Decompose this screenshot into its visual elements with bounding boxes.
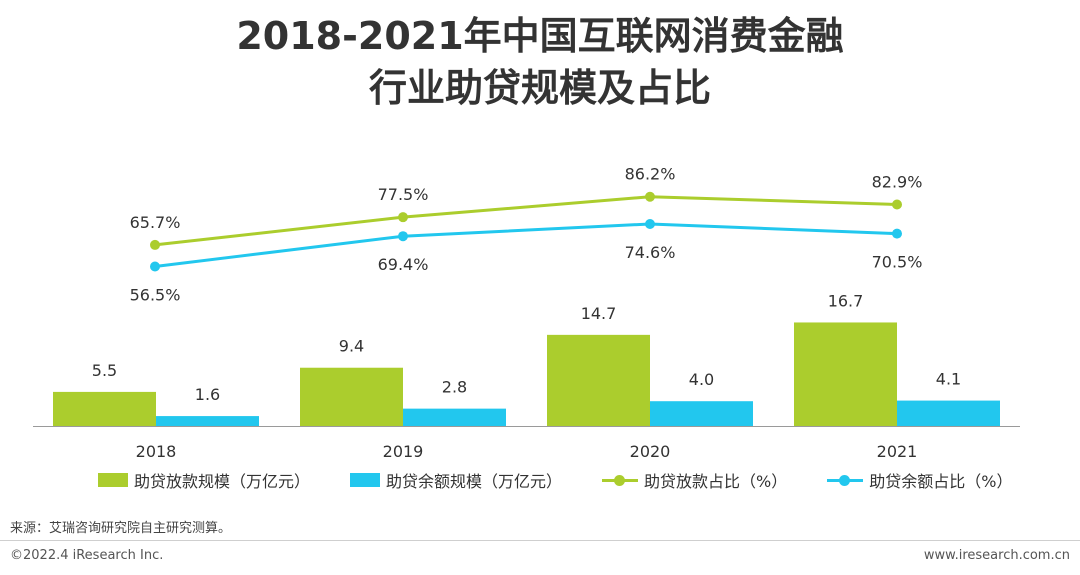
legend-swatch-balance-share xyxy=(827,473,864,487)
legend-label-balance-scale: 助贷余额规模（万亿元） xyxy=(386,472,563,491)
point-label-loan-share-2018: 65.7% xyxy=(130,213,181,232)
footer-divider xyxy=(0,540,1080,541)
x-tick-label-2018: 2018 xyxy=(136,442,177,461)
bar-label-balance-2021: 4.1 xyxy=(936,370,961,389)
point-balance-share-2019 xyxy=(398,231,408,242)
legend-swatch-balance-scale xyxy=(350,473,381,487)
bar-balance-2018 xyxy=(156,416,259,426)
point-loan-share-2018 xyxy=(150,239,160,250)
chart-title-line2: 行业助贷规模及占比 xyxy=(368,66,711,110)
legend-label-loan-scale: 助贷放款规模（万亿元） xyxy=(134,472,311,491)
point-label-loan-share-2021: 82.9% xyxy=(872,172,923,191)
chart-title-line1: 2018-2021年中国互联网消费金融 xyxy=(236,14,844,58)
chart-title: 2018-2021年中国互联网消费金融 行业助贷规模及占比 xyxy=(0,10,1080,114)
point-balance-share-2021 xyxy=(892,228,902,239)
x-tick-label-2021: 2021 xyxy=(877,442,918,461)
bar-loan-2018 xyxy=(53,391,156,426)
line-loan-share xyxy=(154,195,898,247)
legend-swatch-loan-scale xyxy=(98,473,128,487)
legend-item-loan-share: 助贷放款占比（%） xyxy=(602,468,787,492)
chart-legend: 助贷放款规模（万亿元） 助贷余额规模（万亿元） 助贷放款占比（%） 助贷余额占比… xyxy=(98,468,1052,492)
x-tick-label-2020: 2020 xyxy=(630,442,671,461)
point-balance-share-2018 xyxy=(150,261,160,272)
legend-item-balance-scale: 助贷余额规模（万亿元） xyxy=(350,468,562,492)
source-note: 来源：艾瑞咨询研究院自主研究测算。 xyxy=(10,521,232,536)
footer-copyright: ©2022.4 iResearch Inc. xyxy=(10,548,164,563)
bar-label-balance-2018: 1.6 xyxy=(195,385,220,404)
point-loan-share-2021 xyxy=(892,199,902,210)
bar-balance-2020 xyxy=(650,401,753,426)
chart-area: 5.5 1.6 9.4 2.8 14.7 4.0 16.7 4.1 2018 2019 2020 20… xyxy=(33,165,1020,461)
bar-label-loan-2020: 14.7 xyxy=(581,304,617,323)
x-tick-label-2019: 2019 xyxy=(383,442,424,461)
bar-label-loan-2018: 5.5 xyxy=(92,361,117,380)
footer-website: www.iresearch.com.cn xyxy=(923,548,1070,563)
bar-loan-2019 xyxy=(300,367,403,426)
bar-loan-2020 xyxy=(547,334,650,426)
point-label-loan-share-2019: 77.5% xyxy=(378,185,429,204)
legend-label-loan-share: 助贷放款占比（%） xyxy=(644,472,788,491)
point-label-balance-share-2019: 69.4% xyxy=(378,255,429,274)
bar-balance-2021 xyxy=(897,400,1000,426)
legend-label-balance-share: 助贷余额占比（%） xyxy=(869,472,1013,491)
bar-label-loan-2019: 9.4 xyxy=(339,337,364,356)
point-loan-share-2019 xyxy=(398,212,408,223)
legend-item-balance-share: 助贷余额占比（%） xyxy=(827,468,1012,492)
bar-label-loan-2021: 16.7 xyxy=(828,291,864,310)
point-balance-share-2020 xyxy=(645,218,655,229)
bar-loan-2021 xyxy=(794,322,897,426)
legend-item-loan-scale: 助贷放款规模（万亿元） xyxy=(98,468,310,492)
point-label-balance-share-2018: 56.5% xyxy=(130,286,181,305)
legend-swatch-loan-share xyxy=(602,473,639,487)
bar-balance-2019 xyxy=(403,408,506,426)
point-label-loan-share-2020: 86.2% xyxy=(625,165,676,184)
point-label-balance-share-2020: 74.6% xyxy=(625,243,676,262)
bar-label-balance-2020: 4.0 xyxy=(689,370,714,389)
point-loan-share-2020 xyxy=(645,191,655,202)
line-balance-share xyxy=(154,222,898,269)
point-label-balance-share-2021: 70.5% xyxy=(872,253,923,272)
bar-label-balance-2019: 2.8 xyxy=(442,378,467,397)
